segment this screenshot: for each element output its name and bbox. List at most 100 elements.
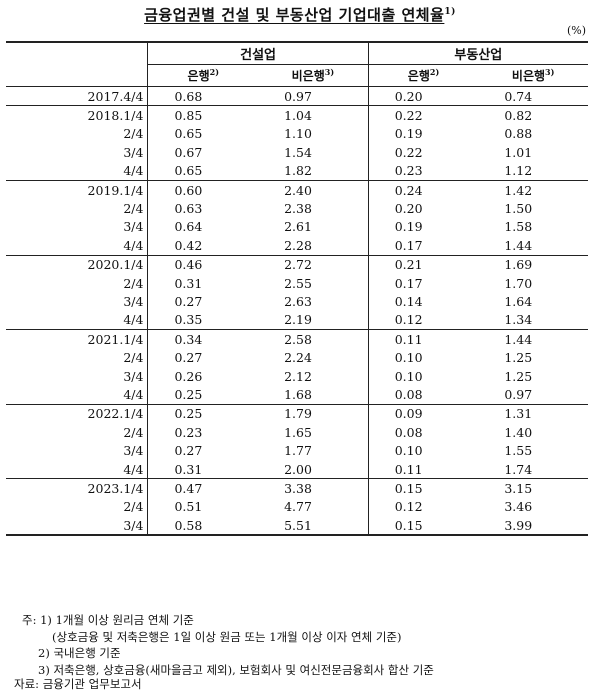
period-cell: 2/4 xyxy=(6,273,149,293)
header-period-cell xyxy=(6,41,149,87)
construction-bank-cell: 0.42 xyxy=(174,237,203,253)
construction-bank-cell: 0.31 xyxy=(174,461,203,477)
period-cell: 2/4 xyxy=(6,497,149,516)
construction-nonbank-cell: 2.58 xyxy=(258,329,369,349)
construction-nonbank-cell: 1.82 xyxy=(258,161,369,181)
bank-label: 은행 xyxy=(407,69,430,83)
source-note: 자료: 금융기관 업무보고서 xyxy=(14,677,142,691)
realestate-nonbank-cell: 1.64 xyxy=(504,293,533,309)
realestate-nonbank-cell: 1.44 xyxy=(478,329,588,349)
construction-nonbank-cell: 4.77 xyxy=(258,497,369,516)
realestate-bank-cell: 0.19 xyxy=(394,219,423,235)
realestate-bank-cell: 0.20 xyxy=(394,201,423,217)
construction-bank-cell: 0.25 xyxy=(147,403,259,424)
table-row: 2/4 0.63 2.38 0.20 1.50 xyxy=(6,199,588,218)
construction-bank-cell: 0.65 xyxy=(174,163,203,179)
construction-bank-cell: 0.51 xyxy=(174,499,203,515)
table-row: 4/4 0.31 2.00 0.11 1.74 xyxy=(6,459,588,479)
construction-bank-cell: 0.58 xyxy=(147,515,259,537)
construction-nonbank-cell: 1.10 xyxy=(258,124,369,144)
table-row: 3/4 0.58 5.51 0.15 3.99 xyxy=(6,515,588,537)
construction-bank-cell: 0.31 xyxy=(174,275,203,291)
footnote-1-detail: (상호금융 및 저축은행은 1일 이상 원금 또는 1개월 이상 이자 연체 기… xyxy=(52,629,402,644)
construction-bank-cell: 0.26 xyxy=(174,368,203,384)
realestate-bank-cell: 0.15 xyxy=(368,515,479,537)
realestate-bank-cell: 0.10 xyxy=(394,443,423,459)
construction-bank-cell: 0.27 xyxy=(174,443,203,459)
construction-nonbank-cell: 2.63 xyxy=(258,292,369,311)
realestate-nonbank-cell: 1.42 xyxy=(478,179,588,200)
realestate-bank-cell: 0.24 xyxy=(368,179,479,200)
construction-nonbank-cell: 5.51 xyxy=(258,515,369,537)
construction-bank-cell: 0.34 xyxy=(147,329,259,349)
table-row: 3/4 0.64 2.61 0.19 1.58 xyxy=(6,217,588,237)
realestate-bank-cell: 0.08 xyxy=(394,386,423,402)
construction-bank-cell: 0.65 xyxy=(174,126,203,142)
realestate-nonbank-cell: 0.97 xyxy=(504,386,533,402)
construction-bank-cell: 0.25 xyxy=(174,386,203,402)
table-row: 2/4 0.31 2.55 0.17 1.70 xyxy=(6,273,588,293)
period-cell: 3/4 xyxy=(6,515,149,537)
construction-nonbank-cell: 2.40 xyxy=(258,179,369,200)
table-row: 2020.1/4 0.46 2.72 0.21 1.69 xyxy=(6,254,588,274)
header-row-groups: 건설업 부동산업 xyxy=(6,41,588,87)
realestate-bank-cell: 0.14 xyxy=(394,293,423,309)
period-cell: 2023.1/4 xyxy=(6,478,149,498)
table-row: 3/4 0.26 2.12 0.10 1.25 xyxy=(6,366,588,386)
realestate-nonbank-cell: 1.25 xyxy=(504,368,533,384)
period-cell: 2021.1/4 xyxy=(6,329,149,349)
realestate-bank-cell: 0.17 xyxy=(394,275,423,291)
title-text: 금융업권별 건설 및 부동산업 기업대출 연체율 xyxy=(144,6,445,24)
table-row: 2/4 0.23 1.65 0.08 1.40 xyxy=(6,423,588,442)
realestate-bank-cell: 0.19 xyxy=(394,126,423,142)
realestate-bank-cell: 0.10 xyxy=(394,350,423,366)
realestate-nonbank-cell: 1.12 xyxy=(504,163,533,179)
header-realestate-bank: 은행2) xyxy=(368,64,479,87)
period-cell: 2017.4/4 xyxy=(6,85,149,106)
realestate-bank-cell: 0.11 xyxy=(368,329,479,349)
footnotes: 주: 1) 1개월 이상 원리금 연체 기준 (상호금융 및 저축은행은 1일 … xyxy=(22,612,434,678)
table-row: 2023.1/4 0.47 3.38 0.15 3.15 xyxy=(6,478,588,498)
header-realestate-nonbank: 비은행3) xyxy=(478,64,588,87)
header-construction: 건설업 xyxy=(147,41,369,65)
construction-bank-cell: 0.67 xyxy=(174,144,203,160)
construction-bank-cell: 0.27 xyxy=(174,350,203,366)
period-cell: 3/4 xyxy=(6,217,149,237)
table-row: 2/4 0.27 2.24 0.10 1.25 xyxy=(6,348,588,367)
construction-bank-cell: 0.35 xyxy=(174,312,203,328)
construction-nonbank-cell: 2.19 xyxy=(258,310,369,330)
footnote-3: 3) 저축은행, 상호금융(새마을금고 제외), 보험회사 및 여신전문금융회사… xyxy=(38,662,434,677)
construction-nonbank-cell: 1.68 xyxy=(258,385,369,405)
realestate-bank-cell: 0.12 xyxy=(394,312,423,328)
period-cell: 2022.1/4 xyxy=(6,403,149,424)
realestate-nonbank-cell: 0.88 xyxy=(504,126,533,142)
construction-nonbank-cell: 1.65 xyxy=(258,423,369,442)
construction-nonbank-cell: 2.72 xyxy=(258,254,369,274)
nonbank-footnote-mark: 3) xyxy=(324,67,335,77)
realestate-bank-cell: 0.21 xyxy=(368,254,479,274)
construction-bank-cell: 0.64 xyxy=(174,219,203,235)
period-cell: 4/4 xyxy=(6,385,149,405)
realestate-nonbank-cell: 0.74 xyxy=(478,85,588,106)
realestate-nonbank-cell: 0.82 xyxy=(478,105,588,125)
construction-bank-cell: 0.23 xyxy=(174,424,203,440)
period-cell: 4/4 xyxy=(6,236,149,256)
table-row: 2019.1/4 0.60 2.40 0.24 1.42 xyxy=(6,179,588,200)
table-body: 2017.4/4 0.68 0.97 0.20 0.74 2018.1/4 0.85 1.04… xyxy=(6,85,588,537)
page-title: 금융업권별 건설 및 부동산업 기업대출 연체율1) xyxy=(0,4,600,25)
construction-bank-cell: 0.68 xyxy=(147,85,259,106)
table-row: 4/4 0.35 2.19 0.12 1.34 xyxy=(6,310,588,330)
table-row: 4/4 0.42 2.28 0.17 1.44 xyxy=(6,236,588,256)
period-cell: 2/4 xyxy=(6,124,149,144)
construction-nonbank-cell: 2.61 xyxy=(258,217,369,237)
construction-bank-cell: 0.47 xyxy=(147,478,259,498)
period-cell: 2/4 xyxy=(6,423,149,442)
period-cell: 2/4 xyxy=(6,199,149,218)
period-cell: 3/4 xyxy=(6,441,149,460)
realestate-nonbank-cell: 3.99 xyxy=(478,515,588,537)
nonbank-label: 비은행 xyxy=(291,69,325,83)
header-construction-nonbank: 비은행3) xyxy=(258,64,369,87)
realestate-bank-cell: 0.15 xyxy=(368,478,479,498)
realestate-nonbank-cell: 1.69 xyxy=(478,254,588,274)
construction-nonbank-cell: 1.04 xyxy=(258,105,369,125)
